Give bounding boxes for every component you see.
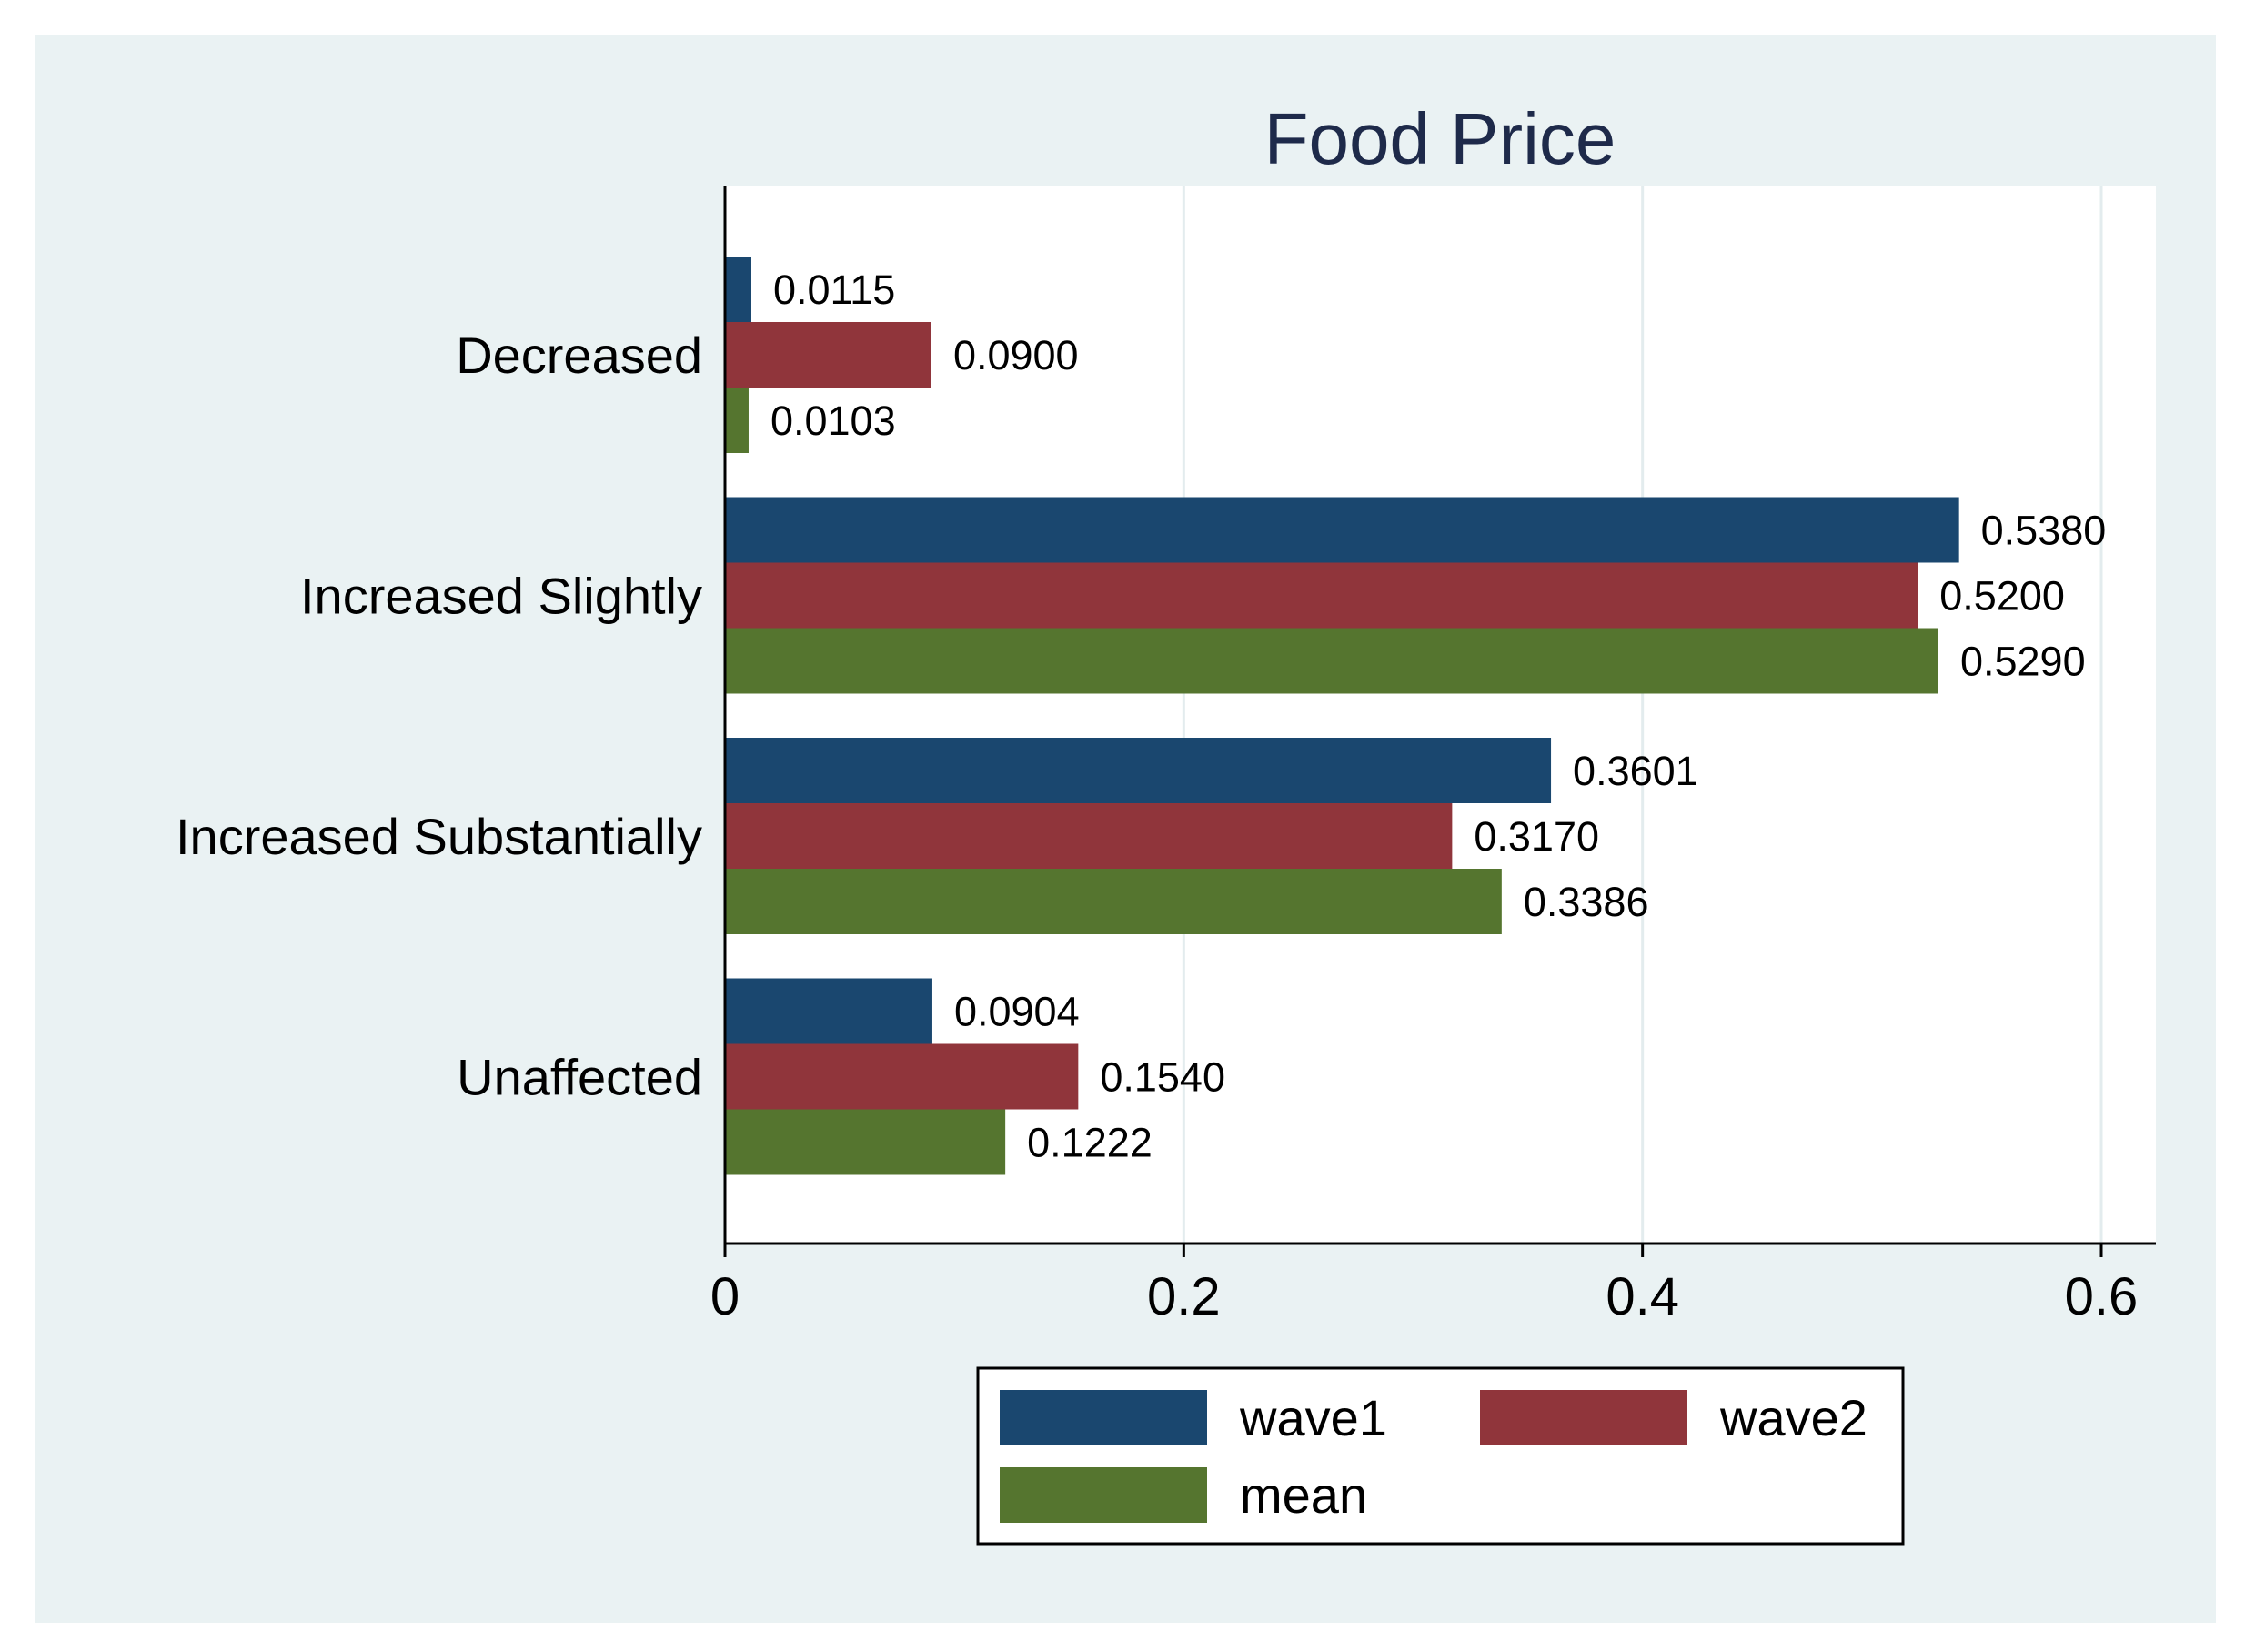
bar-labels: 0.0115 0.0900 0.0103 0.5380 0.5200 0.5290 0.36… xyxy=(770,267,2106,1166)
legend-label: mean xyxy=(1240,1466,1367,1524)
bar-value-label: 0.0900 xyxy=(953,332,1079,378)
bars xyxy=(725,257,1959,1175)
bar-wave2 xyxy=(725,322,931,388)
x-tick-label: 0.6 xyxy=(2065,1267,2139,1326)
bar-wave2 xyxy=(725,562,1918,629)
axes xyxy=(723,186,2156,1245)
bar-value-label: 0.5200 xyxy=(1939,573,2065,620)
bar-value-label: 0.5380 xyxy=(1981,508,2107,554)
x-ticks: 0 0.2 0.4 0.6 xyxy=(710,1244,2138,1326)
bar-value-label: 0.1222 xyxy=(1027,1120,1153,1166)
x-tick-label: 0.2 xyxy=(1147,1267,1221,1326)
bar-value-label: 0.0904 xyxy=(954,989,1080,1035)
bar-wave1 xyxy=(725,978,932,1044)
bar-value-label: 0.0103 xyxy=(770,398,896,444)
x-tick-label: 0 xyxy=(710,1267,740,1326)
bar-value-label: 0.1540 xyxy=(1100,1054,1225,1101)
bar-value-label: 0.3386 xyxy=(1524,879,1649,925)
bar-value-label: 0.5290 xyxy=(1960,639,2086,685)
gridlines xyxy=(1182,186,2103,1244)
bar-wave2 xyxy=(725,803,1453,869)
bar-wave2 xyxy=(725,1043,1079,1110)
bar-wave1 xyxy=(725,738,1552,803)
legend-label: wave1 xyxy=(1239,1389,1387,1446)
category-label: Increased Slightly xyxy=(300,568,702,625)
bar-mean xyxy=(725,1109,1006,1175)
legend-swatch-wave2 xyxy=(1480,1390,1687,1446)
chart-title: Food Price xyxy=(1264,98,1616,179)
bar-value-label: 0.3170 xyxy=(1474,813,1599,860)
bar-mean xyxy=(725,388,749,453)
category-labels: Decreased Increased Slightly Increased Sub… xyxy=(176,327,702,1106)
bar-wave1 xyxy=(725,257,751,322)
x-tick-label: 0.4 xyxy=(1606,1267,1679,1326)
bar-wave1 xyxy=(725,497,1959,563)
bar-value-label: 0.0115 xyxy=(773,267,895,313)
bar-mean xyxy=(725,628,1938,694)
legend-swatch-mean xyxy=(1000,1467,1207,1523)
legend-swatch-wave1 xyxy=(1000,1390,1207,1446)
legend: wave1 wave2 mean xyxy=(976,1366,1905,1546)
bar-value-label: 0.3601 xyxy=(1573,748,1698,794)
category-label: Decreased xyxy=(456,327,702,384)
category-label: Increased Substantially xyxy=(176,808,702,865)
category-label: Unaffected xyxy=(457,1049,702,1106)
legend-label: wave2 xyxy=(1719,1389,1867,1446)
bar-mean xyxy=(725,869,1502,934)
